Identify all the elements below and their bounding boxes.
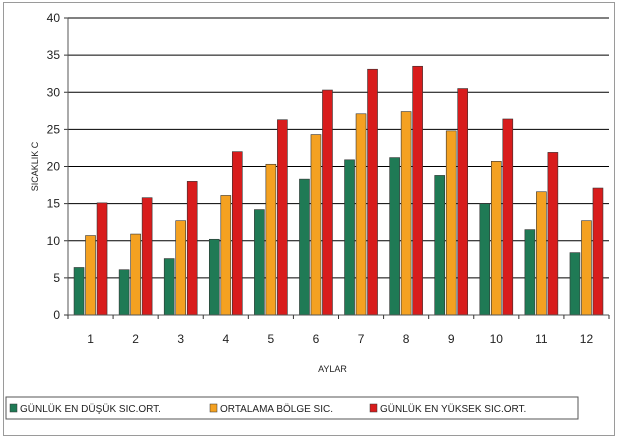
y-tick-label: 25 bbox=[47, 122, 61, 136]
y-tick-label: 15 bbox=[47, 197, 61, 211]
x-tick-label: 12 bbox=[580, 332, 594, 346]
x-axis-title: AYLAR bbox=[318, 364, 347, 374]
bar-avg bbox=[175, 220, 187, 316]
bar-low bbox=[389, 157, 400, 316]
legend-box bbox=[5, 396, 579, 420]
y-tick-label: 40 bbox=[47, 11, 61, 25]
legend: GÜNLÜK EN DÜŞÜK SIC.ORT. ORTALAMA BÖLGE … bbox=[5, 396, 579, 420]
bar-avg bbox=[536, 191, 547, 316]
bar-low bbox=[299, 178, 310, 316]
y-axis-title: SICAKLIK C bbox=[30, 141, 40, 191]
y-tick-label: 5 bbox=[53, 271, 60, 285]
x-tick-label: 3 bbox=[177, 332, 184, 346]
x-tick-label: 8 bbox=[403, 332, 410, 346]
y-tick-label: 20 bbox=[47, 160, 61, 174]
bar-avg bbox=[581, 220, 592, 316]
legend-swatch-low bbox=[9, 403, 18, 413]
x-tick-label: 6 bbox=[313, 332, 320, 346]
bar-avg bbox=[355, 113, 367, 316]
grid-layer bbox=[68, 17, 609, 279]
bar-low bbox=[344, 159, 355, 316]
bar-high bbox=[322, 89, 333, 316]
bar-low bbox=[569, 252, 581, 316]
bar-avg bbox=[490, 161, 502, 316]
bar-high bbox=[141, 197, 153, 316]
y-tick-label: 0 bbox=[53, 308, 60, 322]
x-tick-label: 11 bbox=[535, 332, 548, 346]
bar-avg bbox=[85, 235, 96, 316]
bar-high bbox=[96, 202, 108, 316]
bar-avg bbox=[400, 111, 412, 316]
legend-swatch-high bbox=[369, 403, 378, 413]
bar-avg bbox=[220, 195, 232, 316]
x-tick-label: 4 bbox=[222, 332, 229, 346]
y-tick-label: 30 bbox=[47, 85, 61, 99]
bar-high bbox=[547, 152, 559, 316]
x-tick-label: 9 bbox=[448, 332, 455, 346]
bar-low bbox=[208, 238, 220, 316]
bar-high bbox=[457, 88, 469, 316]
y-tick-label: 10 bbox=[47, 234, 61, 248]
bar-high bbox=[231, 151, 243, 316]
bar-low bbox=[524, 229, 536, 316]
x-tick-label: 2 bbox=[132, 332, 139, 346]
bar-low bbox=[254, 209, 265, 316]
bar-low bbox=[163, 258, 175, 316]
legend-swatch-avg bbox=[209, 403, 218, 413]
x-tick-label: 7 bbox=[358, 332, 365, 346]
bar-high bbox=[186, 181, 198, 316]
axes-layer bbox=[64, 17, 610, 319]
bar-high bbox=[412, 65, 423, 316]
bar-high bbox=[367, 68, 378, 316]
bar-avg bbox=[445, 130, 457, 316]
legend-label-high: GÜNLÜK EN YÜKSEK SIC.ORT. bbox=[380, 403, 526, 415]
bar-low bbox=[118, 269, 130, 316]
bar-avg bbox=[310, 134, 322, 316]
x-tick-label: 10 bbox=[490, 332, 504, 346]
bar-low bbox=[73, 267, 85, 316]
bar-avg bbox=[130, 233, 141, 316]
bar-high bbox=[592, 187, 604, 316]
y-tick-label: 35 bbox=[47, 48, 61, 62]
legend-label-avg: ORTALAMA BÖLGE SIC. bbox=[220, 403, 333, 415]
bar-low bbox=[479, 203, 491, 316]
bar-high bbox=[502, 118, 514, 316]
x-tick-label: 5 bbox=[268, 332, 275, 346]
x-tick-label: 1 bbox=[87, 332, 94, 346]
legend-label-low: GÜNLÜK EN DÜŞÜK SIC.ORT. bbox=[20, 403, 161, 415]
bar-high bbox=[277, 119, 288, 316]
bar-avg bbox=[265, 163, 277, 316]
bars-layer bbox=[73, 65, 604, 316]
bar-low bbox=[434, 175, 446, 316]
